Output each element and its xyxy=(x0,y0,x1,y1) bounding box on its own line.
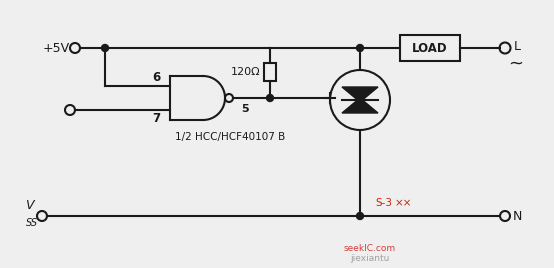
Text: ~: ~ xyxy=(508,55,523,73)
Text: 1/2 HCC/HCF40107 B: 1/2 HCC/HCF40107 B xyxy=(175,132,285,142)
Circle shape xyxy=(357,213,363,219)
Text: 120Ω: 120Ω xyxy=(230,67,260,77)
Text: LOAD: LOAD xyxy=(412,42,448,54)
Text: L: L xyxy=(514,39,521,53)
Text: V: V xyxy=(25,199,34,212)
Circle shape xyxy=(357,44,363,51)
Text: +5V: +5V xyxy=(43,42,70,54)
Text: jiexiantu: jiexiantu xyxy=(350,254,389,263)
Text: seekIC.com: seekIC.com xyxy=(344,244,396,253)
Polygon shape xyxy=(342,87,378,102)
Text: N: N xyxy=(513,210,522,222)
Text: 6: 6 xyxy=(152,71,160,84)
Text: 7: 7 xyxy=(152,112,160,125)
FancyBboxPatch shape xyxy=(264,63,276,81)
Polygon shape xyxy=(342,98,378,113)
FancyBboxPatch shape xyxy=(400,35,460,61)
Circle shape xyxy=(266,95,274,102)
Text: 5: 5 xyxy=(241,104,249,114)
Text: S-3: S-3 xyxy=(375,198,392,208)
Text: ××: ×× xyxy=(395,198,413,208)
Circle shape xyxy=(101,44,109,51)
Text: SS: SS xyxy=(26,218,38,228)
